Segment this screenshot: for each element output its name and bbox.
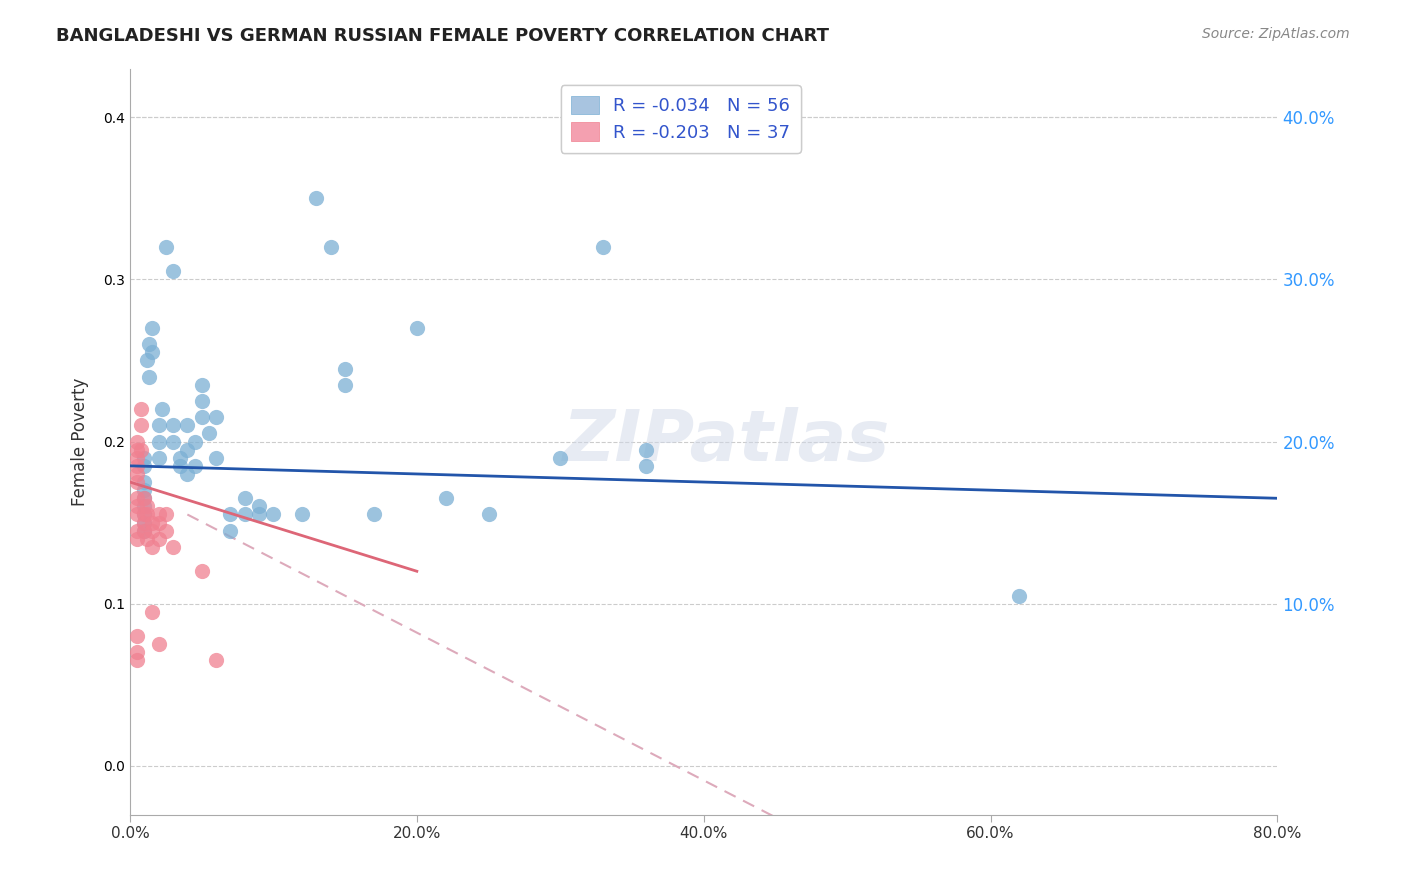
Point	[333, 377, 356, 392]
Point	[127, 458, 149, 473]
Point	[219, 508, 242, 522]
Point	[136, 532, 159, 546]
Point	[162, 434, 184, 449]
Point	[148, 418, 170, 433]
Point	[155, 508, 177, 522]
Point	[305, 191, 328, 205]
Point	[134, 491, 156, 506]
Point	[131, 402, 153, 417]
Point	[134, 450, 156, 465]
Point	[247, 500, 270, 514]
Point	[127, 645, 149, 659]
Point	[198, 426, 221, 441]
Point	[176, 418, 198, 433]
Text: Source: ZipAtlas.com: Source: ZipAtlas.com	[1202, 27, 1350, 41]
Point	[247, 508, 270, 522]
Point	[162, 264, 184, 278]
Point	[148, 450, 170, 465]
Point	[127, 653, 149, 667]
Point	[134, 491, 156, 506]
Point	[592, 240, 614, 254]
Point	[233, 491, 256, 506]
Point	[141, 540, 163, 554]
Point	[205, 653, 228, 667]
Point	[134, 516, 156, 530]
Point	[127, 442, 149, 457]
Point	[134, 483, 156, 498]
Point	[176, 442, 198, 457]
Point	[136, 500, 159, 514]
Point	[127, 475, 149, 489]
Point	[127, 467, 149, 481]
Point	[141, 516, 163, 530]
Point	[205, 450, 228, 465]
Point	[134, 508, 156, 522]
Point	[127, 524, 149, 538]
Point	[1008, 589, 1031, 603]
Point	[141, 345, 163, 359]
Point	[405, 321, 427, 335]
Point	[138, 337, 160, 351]
Point	[141, 524, 163, 538]
Legend: R = -0.034   N = 56, R = -0.203   N = 37: R = -0.034 N = 56, R = -0.203 N = 37	[561, 85, 801, 153]
Point	[176, 467, 198, 481]
Point	[127, 434, 149, 449]
Point	[134, 524, 156, 538]
Point	[169, 450, 191, 465]
Point	[127, 500, 149, 514]
Text: BANGLADESHI VS GERMAN RUSSIAN FEMALE POVERTY CORRELATION CHART: BANGLADESHI VS GERMAN RUSSIAN FEMALE POV…	[56, 27, 830, 45]
Point	[127, 629, 149, 643]
Point	[636, 442, 658, 457]
Point	[548, 450, 571, 465]
Point	[131, 442, 153, 457]
Point	[141, 605, 163, 619]
Point	[127, 450, 149, 465]
Point	[148, 516, 170, 530]
Point	[333, 361, 356, 376]
Point	[136, 353, 159, 368]
Point	[134, 500, 156, 514]
Y-axis label: Female Poverty: Female Poverty	[72, 377, 89, 506]
Text: ZIPatlas: ZIPatlas	[562, 407, 890, 476]
Point	[148, 434, 170, 449]
Point	[150, 402, 173, 417]
Point	[134, 524, 156, 538]
Point	[134, 508, 156, 522]
Point	[136, 508, 159, 522]
Point	[477, 508, 499, 522]
Point	[127, 508, 149, 522]
Point	[148, 508, 170, 522]
Point	[155, 524, 177, 538]
Point	[162, 418, 184, 433]
Point	[636, 458, 658, 473]
Point	[291, 508, 314, 522]
Point	[190, 394, 212, 409]
Point	[205, 410, 228, 425]
Point	[319, 240, 342, 254]
Point	[169, 458, 191, 473]
Point	[363, 508, 385, 522]
Point	[155, 240, 177, 254]
Point	[219, 524, 242, 538]
Point	[190, 564, 212, 578]
Point	[183, 458, 205, 473]
Point	[138, 369, 160, 384]
Point	[262, 508, 284, 522]
Point	[127, 532, 149, 546]
Point	[233, 508, 256, 522]
Point	[190, 377, 212, 392]
Point	[127, 491, 149, 506]
Point	[434, 491, 457, 506]
Point	[162, 540, 184, 554]
Point	[148, 637, 170, 651]
Point	[148, 532, 170, 546]
Point	[134, 475, 156, 489]
Point	[131, 418, 153, 433]
Point	[141, 321, 163, 335]
Point	[134, 516, 156, 530]
Point	[134, 458, 156, 473]
Point	[190, 410, 212, 425]
Point	[183, 434, 205, 449]
